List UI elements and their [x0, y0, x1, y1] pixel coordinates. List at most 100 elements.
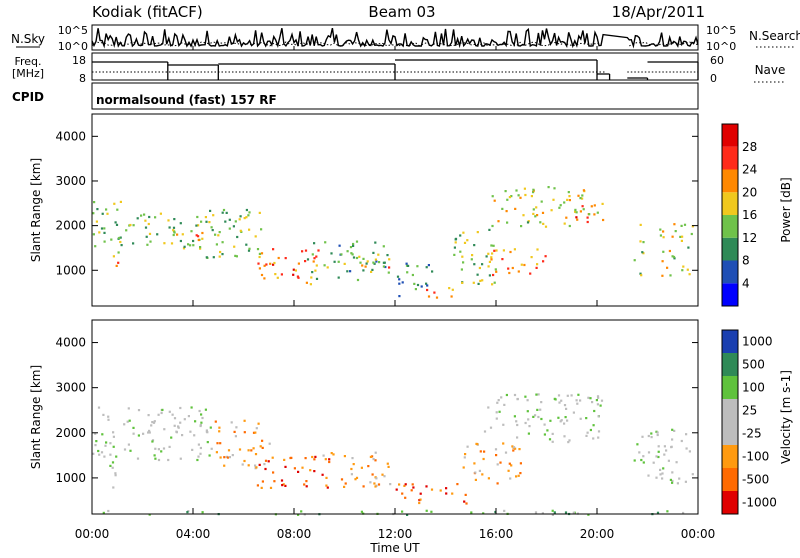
- echo-cell: [541, 211, 545, 214]
- echo-cell: [539, 221, 542, 224]
- echo-cell: [297, 470, 300, 473]
- echo-cell: [516, 423, 519, 427]
- echo-cell: [234, 254, 237, 257]
- echo-cell: [553, 187, 556, 190]
- echo-cell: [234, 220, 237, 223]
- echo-cell: [431, 270, 434, 273]
- echo-cell: [568, 224, 571, 228]
- echo-cell: [172, 229, 175, 232]
- echo-cell: [355, 476, 359, 479]
- echo-cell: [250, 449, 253, 452]
- echo-cell: [125, 229, 128, 232]
- echo-cell: [684, 480, 687, 483]
- echo-cell: [592, 437, 595, 440]
- echo-cell: [259, 445, 262, 448]
- echo-cell: [117, 261, 120, 264]
- echo-cell: [659, 228, 662, 231]
- echo-cell: [252, 431, 256, 434]
- echo-cell: [519, 462, 522, 465]
- echo-cell: [526, 399, 529, 402]
- echo-cell: [553, 511, 556, 514]
- echo-cell: [577, 393, 580, 396]
- echo-cell: [543, 433, 546, 436]
- echo-cell: [114, 474, 117, 477]
- echo-cell: [513, 248, 516, 251]
- echo-cell: [226, 456, 229, 459]
- echo-cell: [107, 418, 110, 421]
- echo-cell: [491, 224, 494, 228]
- colorbar-frame: [721, 123, 739, 307]
- echo-cell: [112, 486, 115, 489]
- echo-cell: [260, 486, 263, 489]
- echo-cell: [193, 434, 196, 437]
- echo-cell: [454, 237, 458, 240]
- echo-cell: [112, 435, 115, 438]
- echo-cell: [691, 225, 694, 228]
- echo-cell: [482, 512, 485, 515]
- echo-cell: [325, 484, 328, 487]
- echo-cell: [235, 255, 238, 258]
- echo-cell: [461, 255, 464, 258]
- echo-cell: [343, 485, 346, 488]
- echo-cell: [292, 268, 295, 271]
- echo-cell: [201, 231, 204, 235]
- echo-cell: [512, 449, 515, 452]
- echo-cell: [652, 461, 655, 464]
- echo-cell: [258, 252, 261, 255]
- echo-cell: [129, 223, 132, 227]
- echo-cell: [662, 230, 665, 233]
- echo-cell: [343, 455, 346, 458]
- echo-cell: [532, 188, 535, 191]
- echo-cell: [106, 212, 109, 215]
- echo-cell: [396, 275, 400, 278]
- echo-cell: [258, 463, 261, 466]
- y-tick-label: 4000: [55, 129, 86, 143]
- echo-cell: [426, 288, 429, 292]
- echo-cell: [671, 479, 674, 483]
- nsky-left-tick-bottom: 10^0: [58, 40, 88, 53]
- echo-cell: [387, 271, 390, 274]
- echo-cell: [524, 193, 527, 197]
- echo-cell: [688, 450, 691, 453]
- echo-cell: [92, 212, 95, 215]
- echo-cell: [487, 477, 490, 480]
- echo-cell: [247, 214, 250, 217]
- echo-cell: [465, 502, 468, 505]
- echo-cell: [371, 455, 374, 458]
- echo-cell: [273, 261, 276, 265]
- echo-cell: [313, 470, 316, 473]
- echo-cell: [355, 240, 359, 243]
- echo-cell: [189, 430, 192, 433]
- echo-cell: [588, 213, 591, 216]
- echo-cell: [257, 262, 260, 265]
- echo-cell: [173, 218, 176, 221]
- x-tick-label: 12:00: [378, 527, 413, 541]
- echo-cell: [109, 453, 112, 456]
- echo-cell: [564, 416, 567, 419]
- echo-cell: [597, 415, 600, 418]
- echo-cell: [338, 244, 341, 247]
- echo-cell: [464, 453, 467, 456]
- echo-cell: [148, 431, 151, 434]
- echo-cell: [586, 220, 589, 224]
- echo-cell: [315, 255, 318, 258]
- echo-cell: [123, 423, 126, 426]
- echo-cell: [173, 231, 176, 234]
- echo-cell: [245, 208, 248, 212]
- echo-cell: [105, 441, 108, 444]
- echo-cell: [199, 452, 202, 455]
- echo-cell: [673, 257, 676, 260]
- echo-cell: [221, 253, 224, 256]
- echo-cell: [550, 209, 553, 212]
- echo-cell: [504, 190, 507, 193]
- echo-cell: [364, 265, 367, 268]
- echo-cell: [304, 260, 307, 263]
- echo-cell: [398, 278, 401, 281]
- echo-cell: [472, 281, 475, 284]
- echo-cell: [374, 451, 377, 454]
- colorbar-segment: [722, 169, 738, 193]
- echo-cell: [160, 411, 163, 415]
- echo-cell: [239, 229, 242, 232]
- echo-cell: [581, 205, 584, 208]
- echo-cell: [179, 239, 182, 243]
